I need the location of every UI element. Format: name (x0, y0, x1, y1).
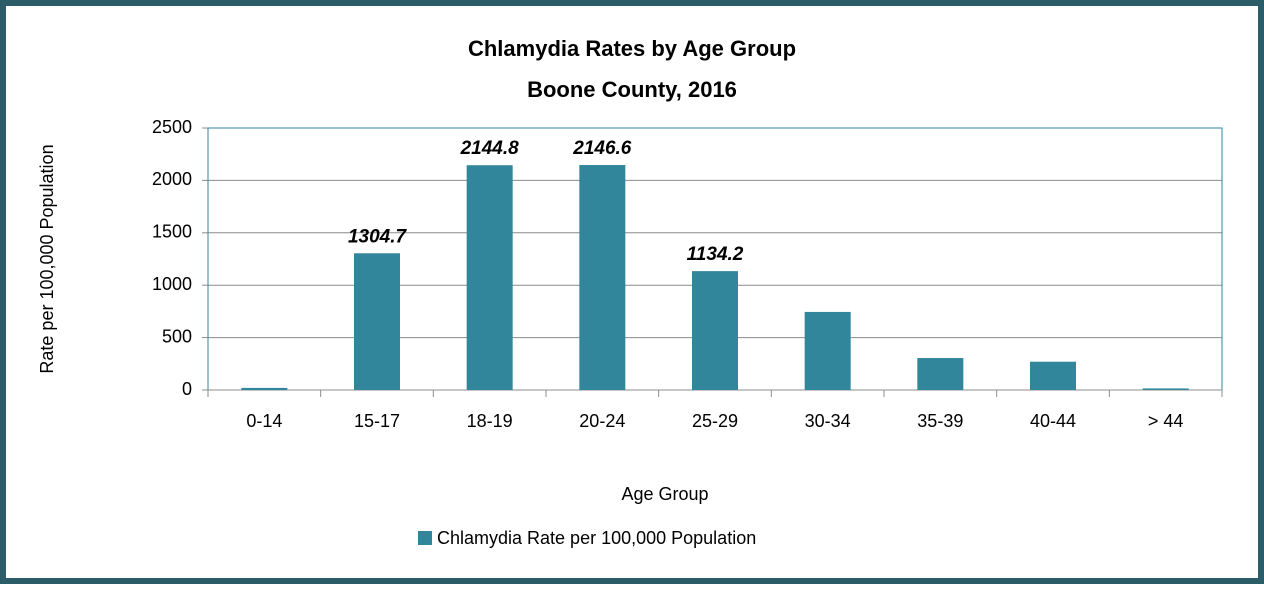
legend-swatch (418, 531, 432, 545)
legend-label: Chlamydia Rate per 100,000 Population (437, 528, 756, 548)
x-tick-label: 40-44 (1030, 411, 1076, 431)
x-tick-label: 20-24 (579, 411, 625, 431)
bar (804, 311, 851, 390)
chart-title: Chlamydia Rates by Age Group (468, 36, 796, 61)
y-tick-label: 1500 (152, 222, 192, 242)
x-tick-label: > 44 (1148, 411, 1184, 431)
x-tick-label: 30-34 (805, 411, 851, 431)
data-label: 2146.6 (572, 138, 632, 159)
bar (579, 165, 626, 390)
x-tick-label: 25-29 (692, 411, 738, 431)
x-tick-label: 15-17 (354, 411, 400, 431)
y-tick-label: 1000 (152, 274, 192, 294)
data-label: 2144.8 (460, 138, 520, 159)
chart-subtitle: Boone County, 2016 (527, 77, 737, 102)
y-tick-label: 2500 (152, 117, 192, 137)
bar (917, 358, 964, 390)
x-axis-title: Age Group (621, 484, 708, 504)
y-tick-label: 0 (182, 379, 192, 399)
y-tick-label: 500 (162, 326, 192, 346)
data-label: 1304.7 (348, 226, 408, 247)
bar (1142, 388, 1189, 390)
bar (354, 253, 400, 390)
x-tick-label: 35-39 (917, 411, 963, 431)
bar (1030, 361, 1076, 390)
x-tick-label: 18-19 (467, 411, 513, 431)
bar (466, 165, 513, 390)
y-tick-label: 2000 (152, 169, 192, 189)
y-axis-title: Rate per 100,000 Population (37, 144, 57, 373)
data-label: 1134.2 (687, 244, 744, 265)
bar (692, 271, 738, 390)
bar (241, 387, 288, 390)
x-tick-label: 0-14 (246, 411, 282, 431)
